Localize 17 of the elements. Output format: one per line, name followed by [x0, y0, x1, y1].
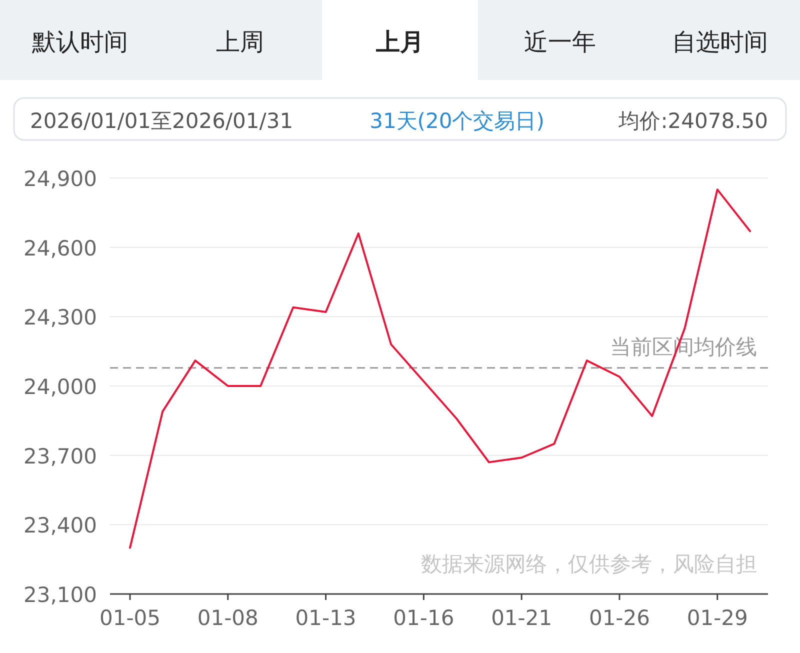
- y-tick-label: 24,000: [24, 375, 97, 399]
- y-tick-label: 23,100: [24, 583, 97, 607]
- y-tick-label: 24,600: [24, 236, 97, 260]
- x-tick-label: 01-26: [588, 606, 650, 630]
- y-tick-label: 23,700: [24, 444, 97, 468]
- x-tick-label: 01-29: [686, 606, 748, 630]
- y-tick-label: 23,400: [24, 514, 97, 538]
- x-tick-label: 01-08: [197, 606, 258, 630]
- header: 2026/01/01至2026/01/31 31天(20个交易日) 均价:24078.50: [13, 97, 787, 141]
- x-tick-label: 01-13: [295, 606, 356, 630]
- tabs: 默认时间 上周 上月 近一年 自选时间: [0, 0, 800, 80]
- y-tick-label: 24,900: [24, 167, 97, 191]
- x-tick-label: 01-05: [99, 606, 161, 630]
- x-tick-label: 01-21: [491, 606, 552, 630]
- x-tick-label: 01-16: [393, 606, 454, 630]
- y-tick-label: 24,300: [24, 306, 97, 330]
- annotation: 数据来源网络，仅供参考，风险自担: [421, 552, 757, 576]
